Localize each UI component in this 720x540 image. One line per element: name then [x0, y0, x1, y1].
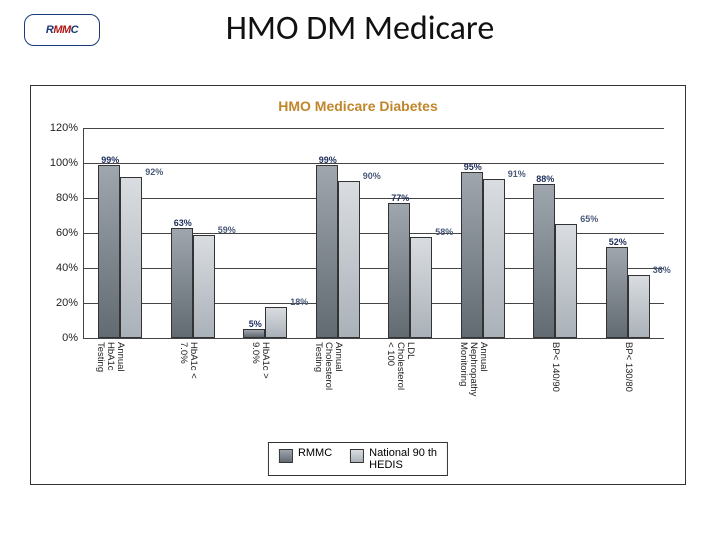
- bar-rmmc: 63%: [171, 228, 193, 338]
- legend-item-rmmc: RMMC: [279, 447, 332, 463]
- gridline: [84, 198, 664, 199]
- y-axis-label: 80%: [56, 192, 84, 204]
- bar-value-national: 92%: [129, 167, 179, 178]
- legend-item-national: National 90 th HEDIS: [350, 447, 437, 471]
- bar-value-national: 65%: [564, 214, 614, 225]
- y-axis-label: 100%: [50, 157, 84, 169]
- bar-value-rmmc: 99%: [85, 155, 135, 166]
- chart-container: HMO Medicare Diabetes 0%20%40%60%80%100%…: [30, 85, 686, 485]
- bar-value-national: 59%: [202, 225, 252, 236]
- chart-legend: RMMC National 90 th HEDIS: [268, 442, 448, 476]
- bar-national: 18%: [265, 307, 287, 339]
- bar-rmmc: 95%: [461, 172, 483, 338]
- bar-national: 58%: [410, 237, 432, 339]
- y-axis-label: 20%: [56, 297, 84, 309]
- chart-title: HMO Medicare Diabetes: [31, 98, 685, 114]
- bar-rmmc: 88%: [533, 184, 555, 338]
- gridline: [84, 128, 664, 129]
- bar-value-rmmc: 63%: [158, 218, 208, 229]
- bar-rmmc: 99%: [98, 165, 120, 338]
- legend-swatch-national: [350, 449, 364, 463]
- y-axis-label: 120%: [50, 122, 84, 134]
- bar-rmmc: 5%: [243, 329, 265, 338]
- legend-label-rmmc: RMMC: [298, 447, 332, 459]
- bar-national: 90%: [338, 181, 360, 339]
- legend-label-national: National 90 th HEDIS: [369, 447, 437, 471]
- bar-national: 36%: [628, 275, 650, 338]
- slide-title: HMO DM Medicare: [0, 8, 720, 49]
- gridline: [84, 163, 664, 164]
- y-axis-label: 40%: [56, 262, 84, 274]
- category-label: BP< 130/80: [538, 342, 633, 356]
- bar-value-rmmc: 88%: [520, 174, 570, 185]
- bar-rmmc: 99%: [316, 165, 338, 338]
- bar-value-rmmc: 99%: [303, 155, 353, 166]
- chart-plot-area: 0%20%40%60%80%100%120%99%92%63%59%5%18%9…: [83, 128, 664, 339]
- y-axis-label: 60%: [56, 227, 84, 239]
- bar-value-rmmc: 52%: [593, 237, 643, 248]
- bar-national: 92%: [120, 177, 142, 338]
- bar-value-national: 36%: [637, 265, 687, 276]
- bar-value-national: 90%: [347, 171, 397, 182]
- bar-rmmc: 77%: [388, 203, 410, 338]
- bar-national: 65%: [555, 224, 577, 338]
- bar-rmmc: 52%: [606, 247, 628, 338]
- legend-swatch-rmmc: [279, 449, 293, 463]
- bar-value-rmmc: 77%: [375, 193, 425, 204]
- bar-national: 91%: [483, 179, 505, 338]
- bar-national: 59%: [193, 235, 215, 338]
- bar-value-rmmc: 95%: [448, 162, 498, 173]
